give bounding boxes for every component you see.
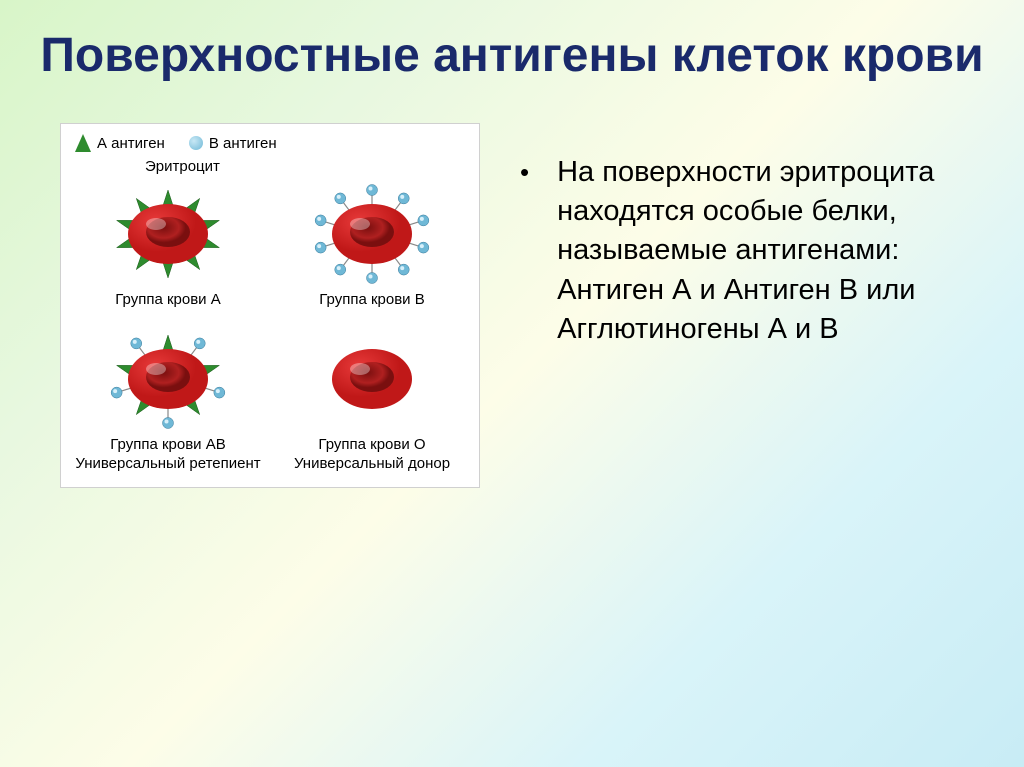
blood-type-diagram: А антиген В антиген Эритроцит Группа кро… <box>60 123 480 488</box>
cell-label-A: Группа крови А <box>115 291 220 310</box>
blood-type-cell-AB: Группа крови АВУниверсальный ретепиент <box>75 324 261 474</box>
slide-container: Поверхностные антигены клеток крови А ан… <box>0 0 1024 767</box>
blood-type-cell-A: Группа крови А <box>75 179 261 310</box>
blood-type-cell-B: Группа крови В <box>279 179 465 310</box>
erythrocyte-label: Эритроцит <box>145 158 465 175</box>
diagram-legend: А антиген В антиген <box>75 134 465 152</box>
slide-title: Поверхностные антигены клеток крови <box>40 28 984 83</box>
b-antigen-icon <box>189 136 203 150</box>
bullet-icon: • <box>520 153 529 349</box>
a-antigen-icon <box>75 134 91 152</box>
blood-type-grid: Группа крови А Группа крови В <box>75 179 465 473</box>
cell-label-O: Группа крови ОУниверсальный донор <box>294 436 450 474</box>
b-antigen-label: В антиген <box>209 135 277 152</box>
blood-type-cell-O: Группа крови ОУниверсальный донор <box>279 324 465 474</box>
cell-label-AB: Группа крови АВУниверсальный ретепиент <box>75 436 260 474</box>
body-text: На поверхности эритроцита находятся особ… <box>557 153 984 349</box>
content-row: А антиген В антиген Эритроцит Группа кро… <box>40 123 984 488</box>
cell-label-B: Группа крови В <box>319 291 424 310</box>
bullet-row: • На поверхности эритроцита находятся ос… <box>520 153 984 349</box>
text-column: • На поверхности эритроцита находятся ос… <box>520 123 984 349</box>
a-antigen-label: А антиген <box>97 135 165 152</box>
